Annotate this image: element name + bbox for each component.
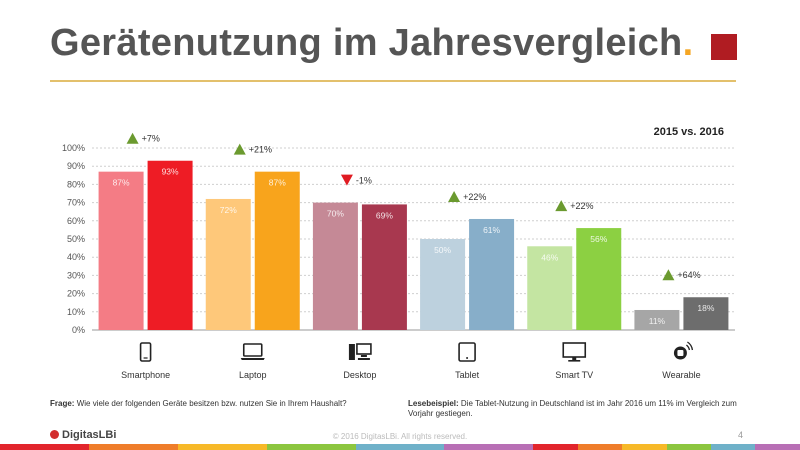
y-tick-label: 30% bbox=[67, 270, 85, 280]
wearable-icon bbox=[673, 341, 694, 360]
y-tick-label: 50% bbox=[67, 234, 85, 244]
smartphone-icon bbox=[139, 342, 152, 362]
bar-tablet-1 bbox=[469, 218, 515, 330]
tablet-icon bbox=[458, 342, 476, 362]
bar-smartphone-1 bbox=[147, 160, 193, 330]
comparison-label: 2015 vs. 2016 bbox=[654, 126, 724, 138]
y-tick-label: 0% bbox=[72, 325, 85, 335]
accent-square bbox=[711, 34, 737, 60]
data-label: 56% bbox=[590, 234, 607, 244]
strip-segment bbox=[222, 444, 267, 450]
change-label: -1% bbox=[356, 176, 372, 186]
page-number: 4 bbox=[738, 430, 744, 440]
data-label: 50% bbox=[434, 245, 451, 255]
strip-segment bbox=[399, 444, 445, 450]
copyright-notice: © 2016 DigitasLBi. All rights reserved. bbox=[332, 432, 468, 441]
bar-wearable-0 bbox=[634, 309, 680, 330]
y-tick-label: 10% bbox=[67, 307, 85, 317]
bar-smart-tv-1 bbox=[576, 228, 622, 330]
y-tick-label: 60% bbox=[67, 216, 85, 226]
bar-desktop-1 bbox=[361, 204, 407, 330]
example-text: Die Tablet-Nutzung in Deutschland ist im… bbox=[408, 399, 737, 418]
color-strip bbox=[0, 444, 800, 450]
data-label: 87% bbox=[113, 178, 130, 188]
data-label: 87% bbox=[269, 178, 286, 188]
strip-segment bbox=[711, 444, 756, 450]
strip-segment bbox=[577, 444, 623, 450]
y-tick-label: 90% bbox=[67, 161, 85, 171]
category-label: Desktop bbox=[343, 370, 376, 380]
strip-segment bbox=[133, 444, 178, 450]
bar-wearable-1 bbox=[683, 297, 729, 330]
example-note: Lesebeispiel: Die Tablet-Nutzung in Deut… bbox=[408, 399, 738, 419]
laptop-icon bbox=[240, 343, 265, 360]
logo-mark-icon bbox=[50, 430, 59, 439]
logo: DigitasLBi bbox=[50, 429, 116, 441]
page-title-dot: . bbox=[682, 22, 694, 64]
category-label: Smart TV bbox=[555, 370, 593, 380]
strip-segment bbox=[488, 444, 534, 450]
y-tick-label: 20% bbox=[67, 289, 85, 299]
bar-laptop-1 bbox=[254, 171, 300, 330]
y-tick-label: 40% bbox=[67, 252, 85, 262]
data-label: 72% bbox=[220, 205, 237, 215]
page-title-text: Gerätenutzung im Jahresvergleich bbox=[50, 22, 683, 64]
y-tick-label: 100% bbox=[62, 143, 85, 153]
strip-segment bbox=[755, 444, 800, 450]
category-label: Smartphone bbox=[121, 370, 170, 380]
category-label: Laptop bbox=[239, 370, 267, 380]
strip-segment bbox=[355, 444, 400, 450]
data-label: 93% bbox=[162, 167, 179, 177]
y-tick-label: 80% bbox=[67, 179, 85, 189]
data-label: 70% bbox=[327, 209, 344, 219]
data-label: 11% bbox=[649, 316, 666, 326]
change-label: +22% bbox=[463, 192, 486, 202]
strip-segment bbox=[44, 444, 89, 450]
change-up-icon bbox=[126, 132, 139, 144]
strip-segment bbox=[266, 444, 312, 450]
example-label: Lesebeispiel: bbox=[408, 399, 459, 408]
category-label: Tablet bbox=[455, 370, 480, 380]
change-label: +7% bbox=[142, 134, 160, 144]
logo-text: DigitasLBi bbox=[62, 429, 117, 441]
data-label: 69% bbox=[376, 210, 393, 220]
change-up-icon bbox=[233, 143, 246, 155]
title-underline bbox=[50, 80, 736, 82]
strip-segment bbox=[311, 444, 356, 450]
strip-segment bbox=[177, 444, 223, 450]
change-label: +21% bbox=[249, 145, 272, 155]
change-down-icon bbox=[340, 174, 353, 186]
y-tick-label: 70% bbox=[67, 198, 85, 208]
strip-segment bbox=[88, 444, 134, 450]
change-up-icon bbox=[448, 190, 461, 202]
question-label: Frage: bbox=[50, 399, 75, 408]
strip-segment bbox=[622, 444, 667, 450]
bar-laptop-0 bbox=[205, 198, 251, 330]
question-note: Frage: Wie viele der folgenden Geräte be… bbox=[50, 399, 380, 408]
bar-desktop-0 bbox=[312, 202, 358, 330]
change-label: +22% bbox=[570, 201, 593, 211]
question-text: Wie viele der folgenden Geräte besitzen … bbox=[76, 399, 347, 408]
data-label: 61% bbox=[483, 225, 500, 235]
category-label: Wearable bbox=[662, 370, 700, 380]
smart-tv-icon bbox=[562, 342, 587, 362]
change-up-icon bbox=[555, 200, 568, 212]
page-title: Gerätenutzung im Jahresvergleich. bbox=[50, 22, 693, 65]
data-label: 46% bbox=[541, 252, 558, 262]
change-up-icon bbox=[662, 269, 675, 281]
strip-segment bbox=[533, 444, 578, 450]
data-label: 18% bbox=[697, 303, 714, 313]
desktop-icon bbox=[348, 343, 372, 360]
bar-smart-tv-0 bbox=[527, 246, 573, 330]
strip-segment bbox=[666, 444, 711, 450]
bar-tablet-0 bbox=[420, 239, 466, 330]
change-label: +64% bbox=[677, 270, 700, 280]
strip-segment bbox=[444, 444, 489, 450]
bar-smartphone-0 bbox=[98, 171, 144, 330]
bar-chart: 0% 10% 20% 30% 40% 50% 60% 70% 80% 90% 100% 2015 vs… bbox=[62, 126, 735, 380]
strip-segment bbox=[0, 444, 45, 450]
